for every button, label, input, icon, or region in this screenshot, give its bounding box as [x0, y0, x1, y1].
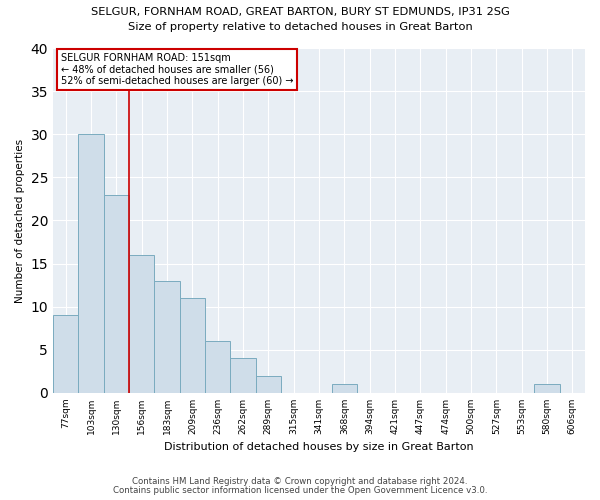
Text: Contains public sector information licensed under the Open Government Licence v3: Contains public sector information licen…: [113, 486, 487, 495]
Y-axis label: Number of detached properties: Number of detached properties: [15, 138, 25, 302]
Bar: [256, 376, 281, 393]
Text: Contains HM Land Registry data © Crown copyright and database right 2024.: Contains HM Land Registry data © Crown c…: [132, 477, 468, 486]
Text: SELGUR, FORNHAM ROAD, GREAT BARTON, BURY ST EDMUNDS, IP31 2SG: SELGUR, FORNHAM ROAD, GREAT BARTON, BURY…: [91, 8, 509, 18]
Text: SELGUR FORNHAM ROAD: 151sqm
← 48% of detached houses are smaller (56)
52% of sem: SELGUR FORNHAM ROAD: 151sqm ← 48% of det…: [61, 53, 293, 86]
Bar: [53, 316, 79, 393]
Bar: [104, 194, 129, 393]
Bar: [230, 358, 256, 393]
X-axis label: Distribution of detached houses by size in Great Barton: Distribution of detached houses by size …: [164, 442, 474, 452]
Bar: [332, 384, 357, 393]
Bar: [179, 298, 205, 393]
Bar: [535, 384, 560, 393]
Text: Size of property relative to detached houses in Great Barton: Size of property relative to detached ho…: [128, 22, 472, 32]
Bar: [154, 281, 179, 393]
Bar: [79, 134, 104, 393]
Bar: [129, 255, 154, 393]
Bar: [205, 341, 230, 393]
